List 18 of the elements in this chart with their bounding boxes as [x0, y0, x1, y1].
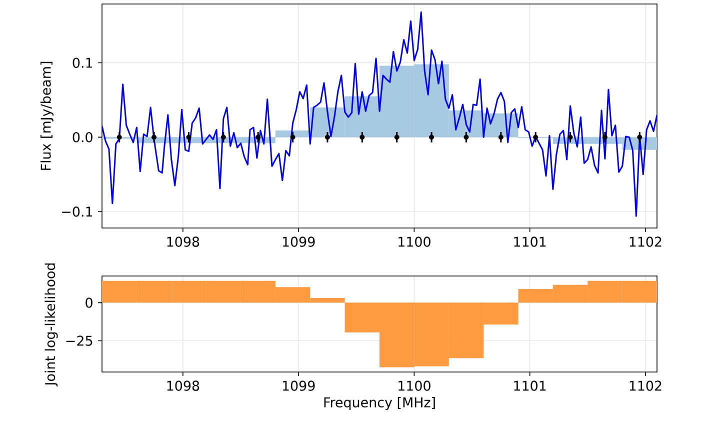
x-tick-label: 1099 — [282, 236, 315, 247]
x-tick-label: 1100 — [398, 380, 430, 391]
x-tick-label: 1101 — [514, 236, 546, 247]
x-tick-label: 1100 — [398, 236, 430, 247]
x-tick-label: 1101 — [514, 380, 546, 391]
y-tick-label: 0.0 — [72, 132, 92, 142]
x-tick-label: 1099 — [282, 380, 315, 391]
x-tick-label: 1098 — [167, 236, 200, 247]
y-axis-title: Flux [mJy/beam] — [40, 62, 54, 170]
y-axis-title: Joint log-likelihood — [44, 263, 58, 386]
x-axis-title: Frequency [MHz] — [324, 397, 435, 410]
x-tick-label: 1098 — [167, 380, 200, 391]
x-tick-label: 1102 — [630, 380, 662, 391]
y-tick-label: 0 — [86, 298, 92, 308]
y-tick-label: 0.1 — [72, 58, 92, 68]
y-tick-label: −25 — [66, 336, 92, 346]
x-tick-label: 1102 — [630, 236, 662, 247]
y-tick-label: −0.1 — [62, 206, 92, 217]
